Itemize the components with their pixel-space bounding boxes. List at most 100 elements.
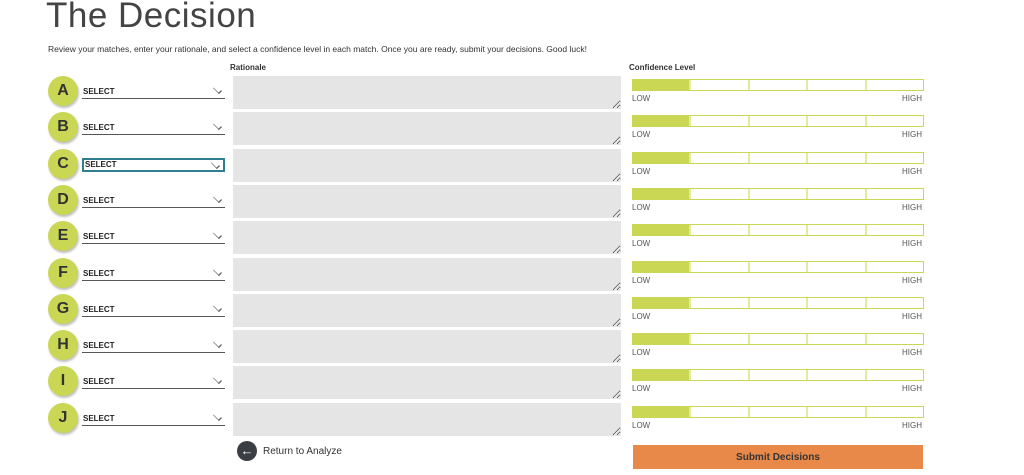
- match-select[interactable]: SELECT: [82, 375, 225, 390]
- confidence-segment[interactable]: [691, 188, 750, 199]
- rationale-input[interactable]: [233, 366, 621, 400]
- confidence-segment[interactable]: [633, 297, 692, 308]
- confidence-segment[interactable]: [808, 188, 867, 199]
- decision-row: D SELECT LOW HIGH: [0, 184, 1024, 218]
- confidence-segment[interactable]: [691, 152, 750, 163]
- decision-row: A SELECT LOW HIGH: [0, 75, 1024, 109]
- confidence-segment[interactable]: [808, 297, 867, 308]
- match-select[interactable]: SELECT: [82, 121, 225, 136]
- confidence-segment[interactable]: [866, 188, 924, 199]
- match-letter-badge: B: [48, 112, 78, 143]
- low-label: LOW: [632, 348, 651, 358]
- confidence-segment[interactable]: [866, 297, 924, 308]
- match-select[interactable]: SELECT: [82, 266, 225, 281]
- confidence-slider[interactable]: [632, 151, 924, 164]
- submit-decisions-button[interactable]: Submit Decisions: [633, 445, 923, 469]
- confidence-segment[interactable]: [866, 225, 924, 236]
- confidence-segment[interactable]: [633, 188, 692, 199]
- rationale-input[interactable]: [233, 184, 621, 218]
- confidence-segment[interactable]: [633, 334, 692, 345]
- confidence-segment[interactable]: [633, 261, 692, 272]
- confidence-segment[interactable]: [866, 334, 924, 345]
- confidence-segment[interactable]: [808, 225, 867, 236]
- confidence-slider[interactable]: [632, 115, 924, 128]
- rationale-input[interactable]: [233, 293, 621, 327]
- rationale-input[interactable]: [233, 148, 621, 182]
- confidence-slider[interactable]: [632, 187, 924, 200]
- confidence-segment[interactable]: [691, 370, 750, 381]
- confidence-segment[interactable]: [866, 80, 924, 90]
- confidence-segment[interactable]: [866, 116, 924, 127]
- confidence-segment[interactable]: [749, 297, 809, 308]
- match-letter-badge: I: [48, 366, 78, 397]
- confidence-segment[interactable]: [866, 370, 924, 381]
- confidence-segment[interactable]: [808, 80, 867, 90]
- confidence-segment[interactable]: [749, 406, 809, 417]
- match-select[interactable]: SELECT: [82, 302, 225, 317]
- instructions: Review your matches, enter your rational…: [48, 44, 587, 54]
- match-select[interactable]: SELECT: [82, 339, 225, 354]
- confidence-segment[interactable]: [691, 406, 750, 417]
- match-select[interactable]: SELECT: [82, 193, 225, 208]
- confidence-segment[interactable]: [691, 334, 750, 345]
- confidence-segment[interactable]: [866, 152, 924, 163]
- confidence-segment[interactable]: [749, 188, 809, 199]
- confidence-segment[interactable]: [749, 334, 809, 345]
- high-label: HIGH: [902, 166, 922, 176]
- match-select[interactable]: SELECT: [82, 85, 225, 99]
- confidence-slider[interactable]: [632, 260, 924, 273]
- confidence-segment[interactable]: [633, 152, 692, 163]
- confidence-segment[interactable]: [691, 80, 750, 90]
- rationale-input[interactable]: [233, 402, 621, 436]
- confidence-header: Confidence Level: [629, 63, 696, 72]
- decision-row: J SELECT LOW HIGH: [0, 402, 1024, 436]
- confidence-segment[interactable]: [749, 261, 809, 272]
- confidence-segment[interactable]: [633, 225, 692, 236]
- confidence-segment[interactable]: [808, 406, 867, 417]
- confidence-segment[interactable]: [633, 116, 692, 127]
- confidence-slider[interactable]: [632, 79, 924, 91]
- confidence-segment[interactable]: [749, 370, 809, 381]
- confidence-segment[interactable]: [866, 261, 924, 272]
- confidence-slider[interactable]: [632, 296, 924, 309]
- match-select[interactable]: SELECT: [82, 230, 225, 245]
- confidence-segment[interactable]: [808, 116, 867, 127]
- rationale-input[interactable]: [233, 257, 621, 291]
- confidence-slider[interactable]: [632, 405, 924, 418]
- high-label: HIGH: [902, 311, 922, 321]
- rationale-input[interactable]: [233, 221, 621, 255]
- confidence-segment[interactable]: [749, 116, 809, 127]
- return-to-analyze-link[interactable]: ← Return to Analyze: [237, 441, 342, 461]
- low-label: LOW: [632, 384, 651, 394]
- rationale-input[interactable]: [233, 330, 621, 364]
- decision-row: B SELECT LOW HIGH: [0, 111, 1024, 146]
- select-value: SELECT: [83, 304, 115, 314]
- confidence-slider[interactable]: [632, 369, 924, 382]
- confidence-segment[interactable]: [691, 225, 750, 236]
- rationale-input[interactable]: [233, 76, 621, 109]
- select-value: SELECT: [83, 232, 115, 242]
- rationale-input[interactable]: [233, 112, 621, 146]
- confidence-segment[interactable]: [866, 406, 924, 417]
- match-letter-badge: H: [48, 330, 78, 361]
- arrow-left-icon: ←: [237, 441, 257, 461]
- confidence-segment[interactable]: [808, 370, 867, 381]
- confidence-segment[interactable]: [691, 261, 750, 272]
- match-select[interactable]: SELECT: [82, 157, 225, 172]
- confidence-segment[interactable]: [808, 334, 867, 345]
- confidence-slider[interactable]: [632, 333, 924, 346]
- confidence-segment[interactable]: [633, 370, 692, 381]
- confidence-segment[interactable]: [749, 225, 809, 236]
- confidence-segment[interactable]: [633, 80, 692, 90]
- page-title: The Decision: [46, 0, 257, 35]
- confidence-slider[interactable]: [632, 224, 924, 237]
- confidence-segment[interactable]: [749, 152, 809, 163]
- confidence-segment[interactable]: [633, 406, 692, 417]
- confidence-segment[interactable]: [749, 80, 809, 90]
- confidence-segment[interactable]: [808, 152, 867, 163]
- confidence-segment[interactable]: [691, 297, 750, 308]
- confidence-segment[interactable]: [691, 116, 750, 127]
- select-value: SELECT: [83, 268, 115, 278]
- confidence-segment[interactable]: [808, 261, 867, 272]
- match-select[interactable]: SELECT: [82, 411, 225, 426]
